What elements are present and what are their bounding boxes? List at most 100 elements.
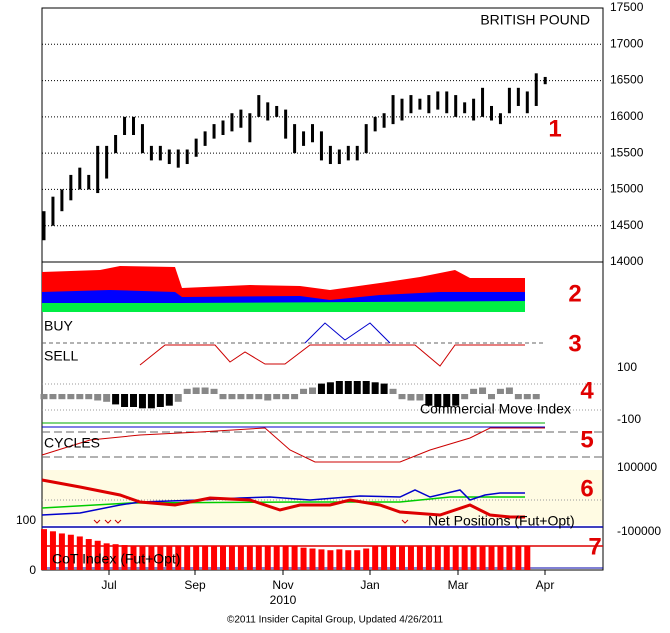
price-bar: [409, 95, 413, 114]
bar: [130, 545, 137, 570]
bar: [353, 381, 361, 394]
panel-number: 1: [548, 115, 561, 142]
bar: [416, 394, 424, 401]
bar: [121, 394, 129, 407]
price-bar: [543, 76, 547, 85]
bar: [138, 394, 146, 409]
bar: [228, 545, 235, 570]
y-tick-label: -100: [617, 412, 641, 426]
bar: [121, 545, 128, 570]
bar: [380, 383, 388, 394]
bar: [381, 545, 388, 570]
bar: [479, 387, 487, 394]
bar: [523, 394, 531, 400]
bar: [497, 545, 504, 570]
bar: [157, 545, 164, 570]
price-bar: [507, 87, 511, 114]
price-bar: [275, 105, 279, 117]
panel-number: 6: [580, 475, 593, 502]
bar: [255, 394, 263, 400]
y-tick-label: 14500: [610, 218, 644, 232]
marks: [93, 519, 409, 524]
bar: [237, 394, 245, 400]
price-bar: [239, 109, 243, 128]
bar: [58, 394, 66, 400]
price-bar: [69, 174, 73, 201]
footer: ©2011 Insider Capital Group, Updated 4/2…: [227, 615, 443, 626]
bar: [452, 545, 459, 570]
price-bar: [436, 91, 440, 110]
price-bar: [140, 124, 144, 154]
y-tick-label: 0: [29, 563, 36, 577]
bar: [326, 382, 334, 394]
bar: [505, 387, 513, 394]
bar: [156, 394, 164, 407]
price-bar: [319, 131, 323, 161]
bar: [362, 381, 370, 394]
year-label: 2010: [270, 593, 297, 607]
price-bar: [311, 124, 314, 143]
bar: [354, 550, 361, 570]
bar: [67, 394, 75, 400]
price-bar: [364, 124, 368, 154]
price-bar: [132, 116, 135, 135]
bar: [201, 387, 209, 394]
bar: [85, 539, 92, 570]
bar: [183, 388, 191, 394]
bar: [112, 544, 119, 570]
bar: [211, 545, 218, 570]
bar: [389, 388, 397, 394]
net-label: Net Positions (Fut+Opt): [428, 513, 575, 529]
bar: [470, 388, 478, 394]
price-bar: [248, 113, 252, 143]
bar: [470, 545, 477, 570]
bar: [166, 545, 173, 570]
price-bar: [266, 102, 270, 121]
price-bar: [51, 196, 55, 226]
price-bar: [382, 113, 386, 128]
area-green: [42, 301, 525, 312]
price-bar: [176, 149, 180, 168]
bar: [273, 545, 280, 570]
bar: [165, 394, 173, 406]
bar: [175, 545, 182, 570]
bar: [514, 394, 522, 400]
bar: [264, 545, 271, 570]
y-tick-label: 100: [16, 513, 36, 527]
bar: [443, 545, 450, 570]
price-bar: [328, 145, 332, 165]
price-bar: [114, 135, 118, 154]
price-bar: [418, 98, 422, 110]
panel-number: 2: [568, 280, 581, 307]
bar: [506, 545, 513, 570]
price-bar: [400, 98, 404, 121]
bar: [184, 545, 191, 570]
bar: [399, 545, 405, 570]
price-bar: [149, 145, 153, 161]
bar: [335, 381, 343, 394]
x-tick-label: Jul: [101, 578, 116, 592]
bar: [130, 394, 137, 407]
bar: [85, 394, 93, 400]
price-bar: [427, 95, 431, 114]
bar: [76, 394, 84, 400]
bar: [291, 545, 298, 570]
price-bar: [472, 98, 476, 121]
bar: [219, 394, 227, 400]
price-bar: [481, 87, 485, 117]
price-bar: [42, 211, 46, 241]
price-bar: [284, 109, 288, 139]
cycle-line: [41, 427, 545, 463]
x-tick-label: Apr: [536, 578, 555, 592]
bar: [246, 394, 254, 400]
bar: [282, 394, 290, 400]
x-tick-label: Jan: [360, 578, 379, 592]
bar: [309, 387, 316, 394]
bar: [425, 545, 432, 570]
y-tick-label: 16000: [610, 109, 644, 123]
sell-line: [139, 344, 525, 367]
bar: [344, 381, 352, 394]
bar: [76, 536, 83, 570]
bar: [49, 394, 57, 400]
price-bar: [463, 102, 467, 114]
